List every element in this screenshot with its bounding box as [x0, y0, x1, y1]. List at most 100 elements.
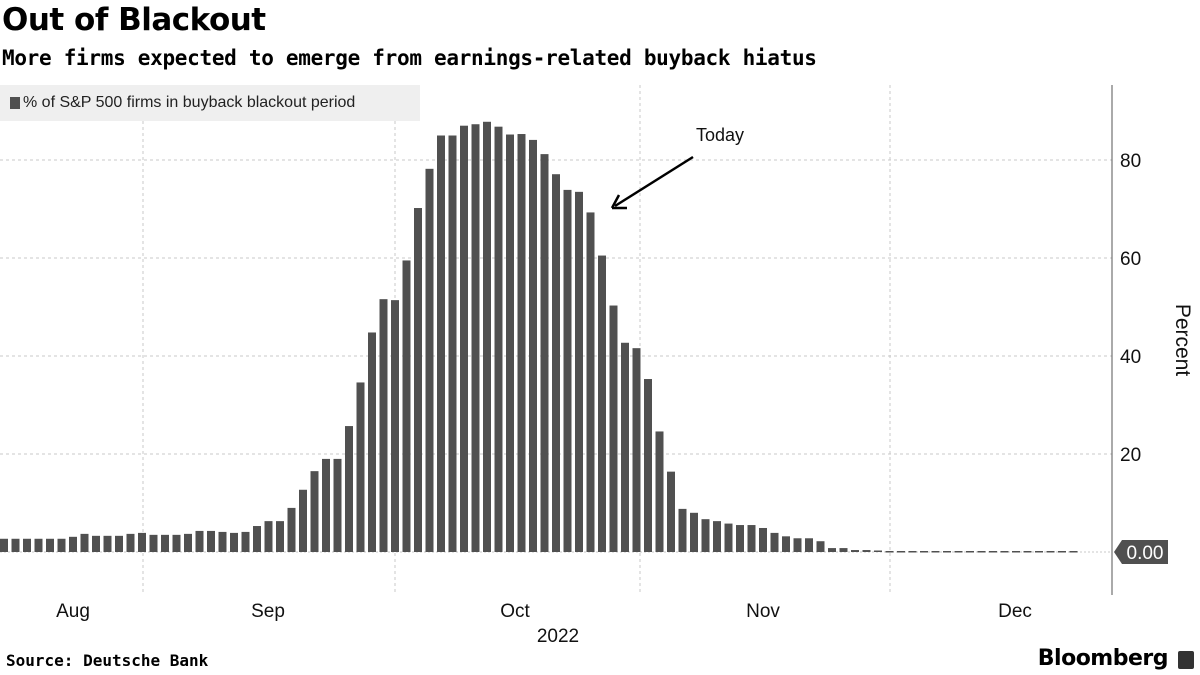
- bar: [218, 531, 227, 552]
- bar: [563, 189, 572, 552]
- bar: [989, 551, 997, 553]
- bar: [207, 530, 215, 552]
- bar: [483, 121, 491, 552]
- bar: [115, 535, 123, 552]
- bar: [701, 519, 710, 552]
- bar: [598, 255, 606, 553]
- bar: [1000, 551, 1009, 553]
- bar: [1023, 551, 1032, 553]
- bar: [414, 208, 422, 552]
- bar: [632, 348, 641, 552]
- bar: [713, 521, 721, 552]
- bar: [402, 260, 411, 552]
- bar: [690, 512, 698, 552]
- bar: [862, 550, 871, 552]
- bloomberg-logo: Bloomberg: [1037, 646, 1169, 671]
- x-tick-label: Oct: [500, 601, 530, 622]
- bar: [1069, 551, 1078, 553]
- chart-subtitle: More firms expected to emerge from earni…: [2, 46, 817, 70]
- bar: [621, 342, 629, 552]
- bar: [172, 534, 181, 552]
- source-note: Source: Deutsche Bank: [6, 651, 209, 670]
- bar: [966, 551, 974, 553]
- bar: [816, 541, 825, 552]
- annotation-arrow: [614, 155, 694, 208]
- bar: [195, 530, 204, 552]
- y-tick-label: 20: [1120, 445, 1141, 466]
- bar: [57, 538, 66, 552]
- bar: [287, 507, 296, 552]
- bar: [46, 538, 54, 552]
- bar: [23, 538, 31, 552]
- bar: [230, 532, 238, 552]
- bar: [517, 134, 526, 552]
- bar: [299, 489, 307, 552]
- bar: [678, 508, 687, 552]
- x-tick-label: Sep: [251, 601, 285, 622]
- bar: [759, 527, 767, 552]
- bar: [609, 305, 618, 552]
- bar: [575, 191, 583, 552]
- bar: [161, 534, 169, 552]
- bar: [552, 174, 560, 552]
- bar: [805, 538, 813, 552]
- bar: [908, 551, 917, 553]
- bar: [34, 538, 43, 552]
- bar: [529, 139, 537, 552]
- bar: [310, 471, 319, 552]
- bar: [770, 532, 779, 552]
- bar: [92, 535, 100, 552]
- bar: [655, 431, 664, 552]
- bar: [897, 551, 905, 553]
- y-tick-label: 60: [1120, 249, 1141, 270]
- y-axis-title: Percent: [1171, 304, 1194, 377]
- bar: [184, 533, 192, 552]
- bar: [80, 533, 89, 552]
- bar: [1035, 551, 1043, 553]
- bar: [253, 526, 261, 552]
- bar: [345, 426, 353, 552]
- y-tick-label: 40: [1120, 347, 1141, 368]
- bar: [851, 550, 859, 552]
- bar: [1046, 551, 1055, 553]
- bar: [586, 212, 595, 552]
- bar: [494, 126, 503, 553]
- x-tick-label: Aug: [56, 601, 90, 622]
- bar: [138, 532, 146, 552]
- legend-label: % of S&P 500 firms in buyback blackout p…: [23, 94, 356, 111]
- bar: [920, 551, 928, 553]
- bar: [1058, 551, 1066, 553]
- bar: [471, 124, 480, 552]
- bar: [391, 300, 399, 552]
- bar: [931, 551, 940, 553]
- bar: [506, 134, 514, 552]
- bar: [828, 548, 836, 552]
- year-label: 2022: [537, 626, 579, 647]
- bar: [724, 523, 733, 552]
- bar: [241, 531, 250, 552]
- bar: [540, 154, 549, 552]
- bar: [437, 135, 445, 552]
- chart-title: Out of Blackout: [2, 2, 266, 38]
- bar: [1012, 551, 1020, 553]
- bar: [736, 525, 744, 552]
- bar: [356, 382, 365, 552]
- bar: [103, 535, 112, 552]
- x-tick-label: Dec: [998, 601, 1032, 622]
- bar: [276, 521, 284, 552]
- bar: [460, 125, 468, 552]
- bar: [69, 536, 77, 552]
- bar: [368, 332, 376, 552]
- bar: [11, 538, 20, 552]
- y-tick-label: 80: [1120, 151, 1141, 172]
- bar: [885, 551, 894, 553]
- bar: [644, 379, 652, 552]
- bar: [793, 538, 802, 552]
- bar: [874, 550, 882, 552]
- last-value-box: [1114, 540, 1168, 564]
- bar: [448, 135, 457, 552]
- bar: [149, 534, 158, 552]
- bar: [839, 548, 848, 552]
- bar: [425, 168, 434, 552]
